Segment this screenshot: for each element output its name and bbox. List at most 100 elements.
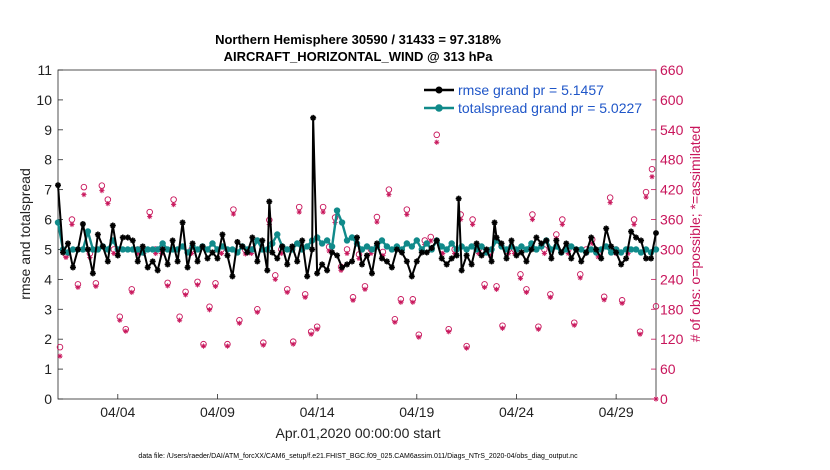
rmse-point xyxy=(498,240,505,247)
rmse-point xyxy=(468,261,475,268)
rmse-point-stroke xyxy=(155,267,161,274)
rmse-point-stroke xyxy=(508,237,515,244)
totalspread-point xyxy=(284,246,291,253)
rmse-point-stroke xyxy=(169,237,176,244)
obs-assimilated-point xyxy=(607,199,613,206)
obs-assimilated-stroke xyxy=(434,140,439,145)
rmse-point-stroke xyxy=(653,230,659,236)
rmse-point-stroke xyxy=(264,267,270,274)
obs-assimilated-stroke xyxy=(649,174,655,179)
obs-assimilated-stroke xyxy=(75,285,81,290)
y-tick-label-right: 420 xyxy=(660,182,684,198)
legend-spread-text: totalspread grand pr = 5.0227 xyxy=(458,100,642,116)
rmse-point-stroke xyxy=(219,231,226,238)
obs-assimilated-stroke xyxy=(416,335,421,340)
rmse-point xyxy=(638,237,645,244)
rmse-point-stroke xyxy=(399,249,405,256)
rmse-point-stroke xyxy=(324,267,330,274)
totalspread-point xyxy=(209,240,216,247)
rmse-point xyxy=(319,261,326,268)
obs-assimilated-point xyxy=(296,209,302,215)
obs-assimilated-point xyxy=(230,211,237,217)
rmse-point xyxy=(59,249,66,256)
totalspread-point xyxy=(443,246,450,253)
obs-assimilated-point xyxy=(643,194,649,200)
rmse-point-stroke xyxy=(164,261,171,268)
rmse-point xyxy=(418,249,425,256)
obs-assimilated-point xyxy=(571,322,577,328)
rmse-point-stroke xyxy=(229,273,236,280)
rmse-point-stroke xyxy=(543,237,550,244)
obs-assimilated-point xyxy=(105,200,111,207)
chart-title: Northern Hemisphere 30590 / 31433 = 97.3… xyxy=(215,32,501,47)
obs-assimilated-stroke xyxy=(201,344,206,349)
obs-assimilated-stroke xyxy=(261,343,266,348)
rmse-point-stroke xyxy=(254,258,260,265)
obs-assimilated-point xyxy=(362,286,368,292)
obs-assimilated-point xyxy=(93,283,99,289)
rmse-point xyxy=(491,219,498,226)
rmse-point-stroke xyxy=(648,255,654,262)
rmse-point xyxy=(455,195,462,202)
rmse-point-stroke xyxy=(424,249,430,256)
totalspread-point xyxy=(328,243,336,250)
obs-assimilated-point xyxy=(517,275,524,281)
legend-rmse-text: rmse grand pr = 5.1457 xyxy=(458,82,604,98)
rmse-point xyxy=(344,261,351,268)
obs-assimilated-stroke xyxy=(309,332,314,337)
obs-possible-point xyxy=(648,165,656,173)
totalspread-point xyxy=(403,240,411,247)
rmse-point xyxy=(349,258,356,265)
rmse-point-stroke xyxy=(538,240,545,247)
totalspread-point xyxy=(119,246,126,253)
rmse-point-stroke xyxy=(214,255,221,262)
rmse-point-stroke xyxy=(628,228,634,235)
rmse-point xyxy=(388,264,395,271)
rmse-point xyxy=(114,252,121,259)
obs-assimilated-point xyxy=(398,299,404,305)
rmse-point-stroke xyxy=(593,246,599,253)
y-tick-label-left: 4 xyxy=(44,271,52,287)
totalspread-point xyxy=(194,246,201,253)
rmse-point-stroke xyxy=(85,246,91,253)
totalspread-point xyxy=(84,228,92,235)
totalspread-point xyxy=(254,237,261,244)
obs-assimilated-stroke xyxy=(524,290,529,295)
rmse-point-stroke xyxy=(105,258,111,265)
obs-assimilated-point xyxy=(416,334,422,340)
rmse-point xyxy=(548,255,555,262)
y-tick-label-right: 120 xyxy=(660,331,684,347)
totalspread-point xyxy=(318,240,326,247)
obs-assimilated-point xyxy=(194,282,201,288)
rmse-point xyxy=(109,222,116,229)
rmse-point xyxy=(413,258,420,265)
obs-assimilated-stroke xyxy=(255,310,260,315)
obs-assimilated-point xyxy=(171,201,177,208)
rmse-point-stroke xyxy=(613,249,619,256)
obs-assimilated-point xyxy=(69,221,75,228)
obs-assimilated-point xyxy=(392,319,398,325)
rmse-point-stroke xyxy=(608,243,614,250)
obs-assimilated-stroke xyxy=(291,342,296,347)
totalspread-point xyxy=(413,237,420,244)
x-tick-label: 04/24 xyxy=(499,404,534,420)
rmse-point-stroke xyxy=(239,243,246,250)
rmse-point xyxy=(458,267,465,274)
obs-assimilated-stroke xyxy=(637,332,643,337)
rmse-point-stroke xyxy=(523,258,530,265)
rmse-point-stroke xyxy=(344,261,350,268)
rmse-point xyxy=(194,258,201,265)
y-tick-label-right: 60 xyxy=(660,361,676,377)
obs-assimilated-stroke xyxy=(183,292,188,297)
rmse-point xyxy=(598,255,605,262)
obs-assimilated-point xyxy=(182,292,189,298)
rmse-point xyxy=(104,258,111,265)
obs-assimilated-point xyxy=(386,192,392,198)
totalspread-point xyxy=(69,246,77,253)
rmse-point xyxy=(119,234,126,241)
totalspread-point xyxy=(154,246,161,253)
totalspread-point xyxy=(149,246,156,253)
rmse-point-stroke xyxy=(110,222,116,229)
rmse-point xyxy=(423,249,430,256)
obs-assimilated-point xyxy=(218,250,225,257)
